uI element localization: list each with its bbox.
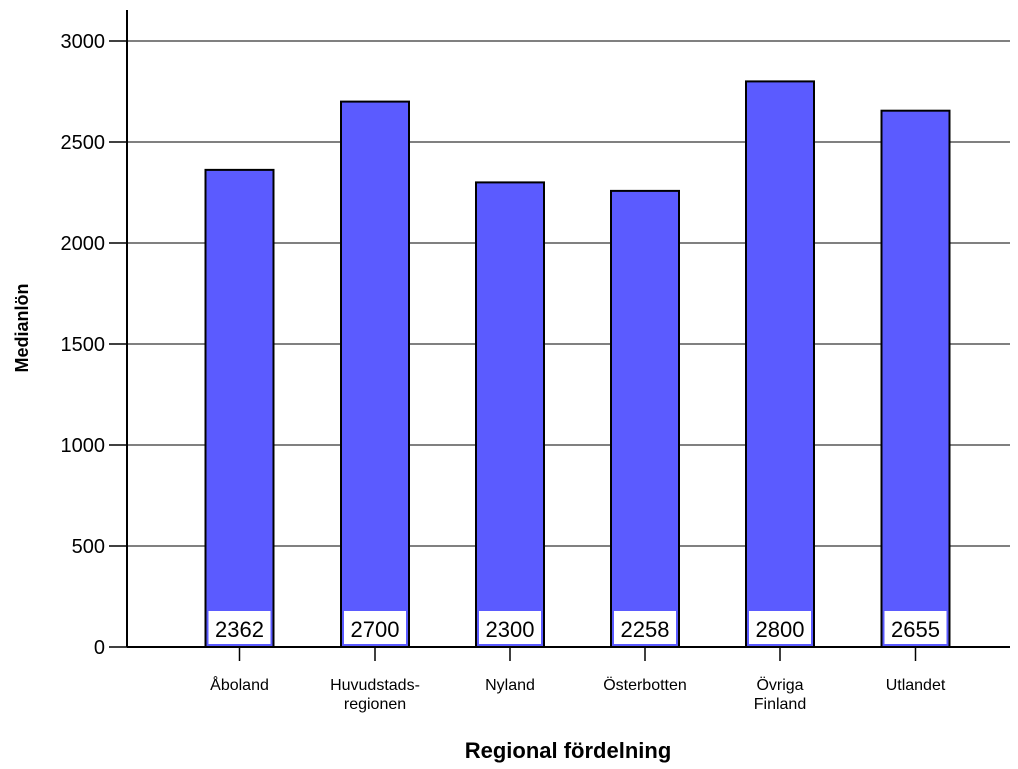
value-label-1: 2700 [351, 617, 400, 642]
x-tick-label-2: Nyland [485, 677, 535, 694]
value-label-box-2 [479, 611, 541, 644]
value-label-box-3 [614, 611, 676, 644]
y-tick-label-1500: 1500 [61, 334, 106, 356]
x-tick-label-4: Övriga Finland [754, 676, 806, 713]
value-label-3: 2258 [621, 617, 670, 642]
value-label-5: 2655 [891, 617, 940, 642]
y-tick-label-500: 500 [72, 536, 105, 558]
value-label-box-1 [344, 611, 406, 644]
value-label-4: 2800 [756, 617, 805, 642]
x-tick-label-1: Huvudstads-regionen [330, 677, 420, 713]
bar-2 [475, 181, 545, 648]
bar-1 [340, 100, 410, 649]
bar-5 [880, 109, 951, 648]
y-tick-label-3000: 3000 [61, 31, 106, 53]
bar-3 [610, 189, 680, 648]
value-label-box-0 [208, 611, 271, 644]
value-label-0: 2362 [215, 617, 264, 642]
x-tick-label-5: Utlandet [886, 677, 946, 694]
y-axis-title: Medianlön [12, 284, 32, 373]
bar-4 [745, 80, 815, 648]
x-tick-label-0: Åboland [210, 675, 269, 694]
y-tick-label-1000: 1000 [61, 435, 106, 457]
y-tick-label-2000: 2000 [61, 233, 106, 255]
x-axis-title: Regional fördelning [465, 738, 672, 763]
y-tick-label-0: 0 [94, 637, 105, 659]
y-tick-label-2500: 2500 [61, 132, 106, 154]
value-label-2: 2300 [486, 617, 535, 642]
bar-0 [204, 168, 275, 648]
value-label-box-4 [749, 611, 811, 644]
value-label-box-5 [884, 611, 947, 644]
x-tick-label-3: Österbotten [603, 676, 687, 694]
